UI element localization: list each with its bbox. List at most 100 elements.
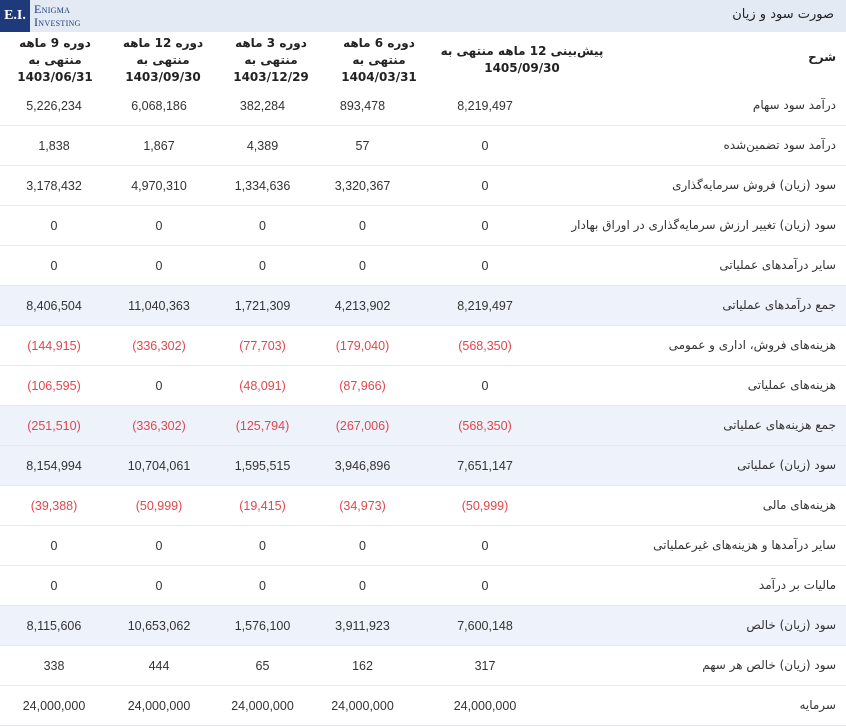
cell-value: 65 xyxy=(210,645,315,686)
row-label: سایر درآمدهای عملیاتی xyxy=(560,245,846,286)
label-column-header: شرح xyxy=(808,50,836,64)
cell-value: (50,999) xyxy=(410,485,560,526)
row-label: سود (زیان) فروش سرمایه‌گذاری xyxy=(560,165,846,206)
table-row: هزینه‌های فروش، اداری و عمومی (568,350) (1… xyxy=(0,325,846,366)
row-label: جمع هزینه‌های عملیاتی xyxy=(560,405,846,446)
cell-value: 0 xyxy=(108,525,210,566)
cell-value: (336,302) xyxy=(108,325,210,366)
column-header-9m: دوره 9 ماهه منتهی به 1403/06/31 xyxy=(2,34,108,86)
cell-value: (267,006) xyxy=(315,405,410,446)
cell-value: 1,838 xyxy=(0,125,108,166)
cell-value: 0 xyxy=(315,205,410,246)
cell-value: 24,000,000 xyxy=(108,685,210,726)
cell-value: 317 xyxy=(410,645,560,686)
cell-value: 0 xyxy=(410,205,560,246)
column-header-6m: دوره 6 ماهه منتهی به 1404/03/31 xyxy=(326,34,432,86)
table-row: سود (زیان) خالص 7,600,148 3,911,923 1,576,1… xyxy=(0,605,846,646)
cell-value: 0 xyxy=(108,205,210,246)
table-row: سرمایه 24,000,000 24,000,000 24,000,000 24,0… xyxy=(0,685,846,726)
cell-value: (179,040) xyxy=(315,325,410,366)
logo-text: Enigma Investing xyxy=(34,3,81,29)
cell-value: 24,000,000 xyxy=(0,685,108,726)
cell-value: 0 xyxy=(210,525,315,566)
cell-value: 0 xyxy=(410,365,560,406)
cell-value: 0 xyxy=(410,165,560,206)
cell-value: (106,595) xyxy=(0,365,108,406)
cell-value: 10,704,061 xyxy=(108,445,210,486)
column-title: دوره 12 ماهه منتهی به xyxy=(122,35,204,67)
table-row: جمع هزینه‌های عملیاتی (568,350) (267,006)(… xyxy=(0,405,846,446)
cell-value: 0 xyxy=(210,245,315,286)
cell-value: 7,600,148 xyxy=(410,605,560,646)
table-row: درآمد سود تضمین‌شده 0 57 4,389 1,867 1,838 xyxy=(0,125,846,166)
row-label: درآمد سود تضمین‌شده xyxy=(560,125,846,166)
cell-value: 893,478 xyxy=(315,86,410,126)
cell-value: 1,576,100 xyxy=(210,605,315,646)
cell-value: (39,388) xyxy=(0,485,108,526)
cell-value: 11,040,363 xyxy=(108,285,210,326)
row-label: هزینه‌های فروش، اداری و عمومی xyxy=(560,325,846,366)
cell-value: 1,867 xyxy=(108,125,210,166)
table-row: سود (زیان) عملیاتی 7,651,147 3,946,896 1,59… xyxy=(0,445,846,486)
cell-value: (19,415) xyxy=(210,485,315,526)
income-statement-table: درآمد سود سهام 8,219,497 893,478 382,284 6,0… xyxy=(0,86,846,726)
cell-value: (568,350) xyxy=(410,405,560,446)
cell-value: 0 xyxy=(108,365,210,406)
cell-value: 8,219,497 xyxy=(410,86,560,126)
cell-value: 0 xyxy=(108,245,210,286)
cell-value: 0 xyxy=(0,245,108,286)
cell-value: 57 xyxy=(315,125,410,166)
cell-value: 0 xyxy=(0,525,108,566)
column-header-forecast-12m: پیش‌بینی 12 ماهه منتهی به 1405/09/30 xyxy=(434,34,610,86)
column-date: 1404/03/31 xyxy=(341,69,417,84)
cell-value: 0 xyxy=(315,525,410,566)
cell-value: 0 xyxy=(0,205,108,246)
table-row: سایر درآمدها و هزینه‌های غیرعملیاتی 0 0 0 0 0 xyxy=(0,525,846,566)
cell-value: 0 xyxy=(410,525,560,566)
cell-value: (48,091) xyxy=(210,365,315,406)
column-title: دوره 3 ماهه منتهی به xyxy=(235,35,307,67)
table-row: سود (زیان) خالص هر سهم 317 162 65 444 338 xyxy=(0,645,846,686)
cell-value: 7,651,147 xyxy=(410,445,560,486)
cell-value: 4,213,902 xyxy=(315,285,410,326)
table-row: سود (زیان) فروش سرمایه‌گذاری 0 3,320,367 1,… xyxy=(0,165,846,206)
page-title: صورت سود و زیان xyxy=(732,7,834,22)
column-date: 1403/12/29 xyxy=(233,69,309,84)
table-row: هزینه‌های مالی (50,999) (34,973) (19,415) (5… xyxy=(0,485,846,526)
cell-value: 162 xyxy=(315,645,410,686)
cell-value: 10,653,062 xyxy=(108,605,210,646)
cell-value: 0 xyxy=(410,565,560,606)
row-label: سود (زیان) تغییر ارزش سرمایه‌گذاری در او… xyxy=(560,205,846,246)
cell-value: 1,721,309 xyxy=(210,285,315,326)
cell-value: (125,794) xyxy=(210,405,315,446)
cell-value: 1,595,515 xyxy=(210,445,315,486)
cell-value: 338 xyxy=(0,645,108,686)
cell-value: 0 xyxy=(108,565,210,606)
logo-mark: E.I. xyxy=(0,0,30,32)
column-header-row: پیش‌بینی 12 ماهه منتهی به 1405/09/30 دور… xyxy=(0,32,846,86)
cell-value: 8,406,504 xyxy=(0,285,108,326)
row-label: سایر درآمدها و هزینه‌های غیرعملیاتی xyxy=(560,525,846,566)
column-title: پیش‌بینی 12 ماهه منتهی به xyxy=(440,44,604,58)
cell-value: 444 xyxy=(108,645,210,686)
cell-value: 8,219,497 xyxy=(410,285,560,326)
column-title: دوره 9 ماهه منتهی به xyxy=(19,35,91,67)
cell-value: (87,966) xyxy=(315,365,410,406)
cell-value: 0 xyxy=(210,565,315,606)
enigma-investing-logo[interactable]: E.I. Enigma Investing xyxy=(0,0,81,32)
column-date: 1405/09/30 xyxy=(484,61,560,75)
cell-value: (568,350) xyxy=(410,325,560,366)
cell-value: 8,154,994 xyxy=(0,445,108,486)
column-header-3m: دوره 3 ماهه منتهی به 1403/12/29 xyxy=(218,34,324,86)
cell-value: 3,946,896 xyxy=(315,445,410,486)
cell-value: 3,320,367 xyxy=(315,165,410,206)
cell-value: 24,000,000 xyxy=(315,685,410,726)
row-label: هزینه‌های مالی xyxy=(560,485,846,526)
row-label: سود (زیان) خالص xyxy=(560,605,846,646)
cell-value: 4,389 xyxy=(210,125,315,166)
row-label: جمع درآمدهای عملیاتی xyxy=(560,285,846,326)
cell-value: 6,068,186 xyxy=(108,86,210,126)
table-row: هزینه‌های عملیاتی 0 (87,966) (48,091) 0 (106,… xyxy=(0,365,846,406)
cell-value: (50,999) xyxy=(108,485,210,526)
table-row: درآمد سود سهام 8,219,497 893,478 382,284 6,0… xyxy=(0,86,846,126)
